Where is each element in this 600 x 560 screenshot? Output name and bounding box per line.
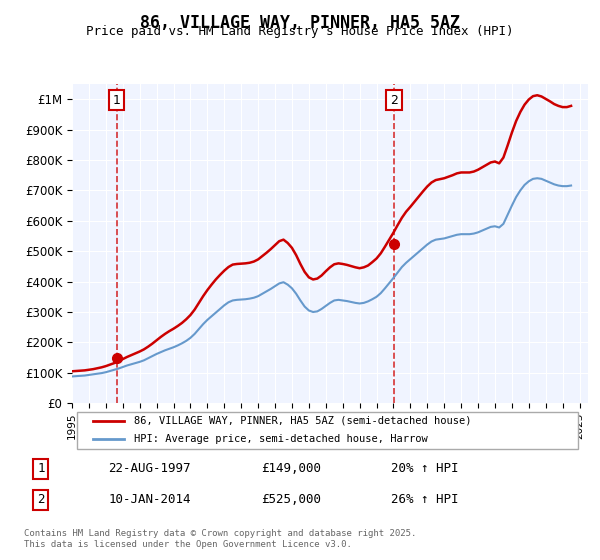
Text: £149,000: £149,000: [261, 463, 321, 475]
Text: 22-AUG-1997: 22-AUG-1997: [109, 463, 191, 475]
Text: 1: 1: [113, 94, 121, 106]
FancyBboxPatch shape: [77, 412, 578, 449]
Text: 2: 2: [390, 94, 398, 106]
Text: 2: 2: [37, 493, 44, 506]
Text: 20% ↑ HPI: 20% ↑ HPI: [391, 463, 458, 475]
Text: HPI: Average price, semi-detached house, Harrow: HPI: Average price, semi-detached house,…: [134, 434, 428, 444]
Text: 1: 1: [37, 463, 44, 475]
Text: 26% ↑ HPI: 26% ↑ HPI: [391, 493, 458, 506]
Text: 86, VILLAGE WAY, PINNER, HA5 5AZ: 86, VILLAGE WAY, PINNER, HA5 5AZ: [140, 14, 460, 32]
Text: 86, VILLAGE WAY, PINNER, HA5 5AZ (semi-detached house): 86, VILLAGE WAY, PINNER, HA5 5AZ (semi-d…: [134, 416, 472, 426]
Text: Price paid vs. HM Land Registry's House Price Index (HPI): Price paid vs. HM Land Registry's House …: [86, 25, 514, 38]
Text: £525,000: £525,000: [261, 493, 321, 506]
Text: 10-JAN-2014: 10-JAN-2014: [109, 493, 191, 506]
Text: Contains HM Land Registry data © Crown copyright and database right 2025.
This d: Contains HM Land Registry data © Crown c…: [24, 529, 416, 549]
